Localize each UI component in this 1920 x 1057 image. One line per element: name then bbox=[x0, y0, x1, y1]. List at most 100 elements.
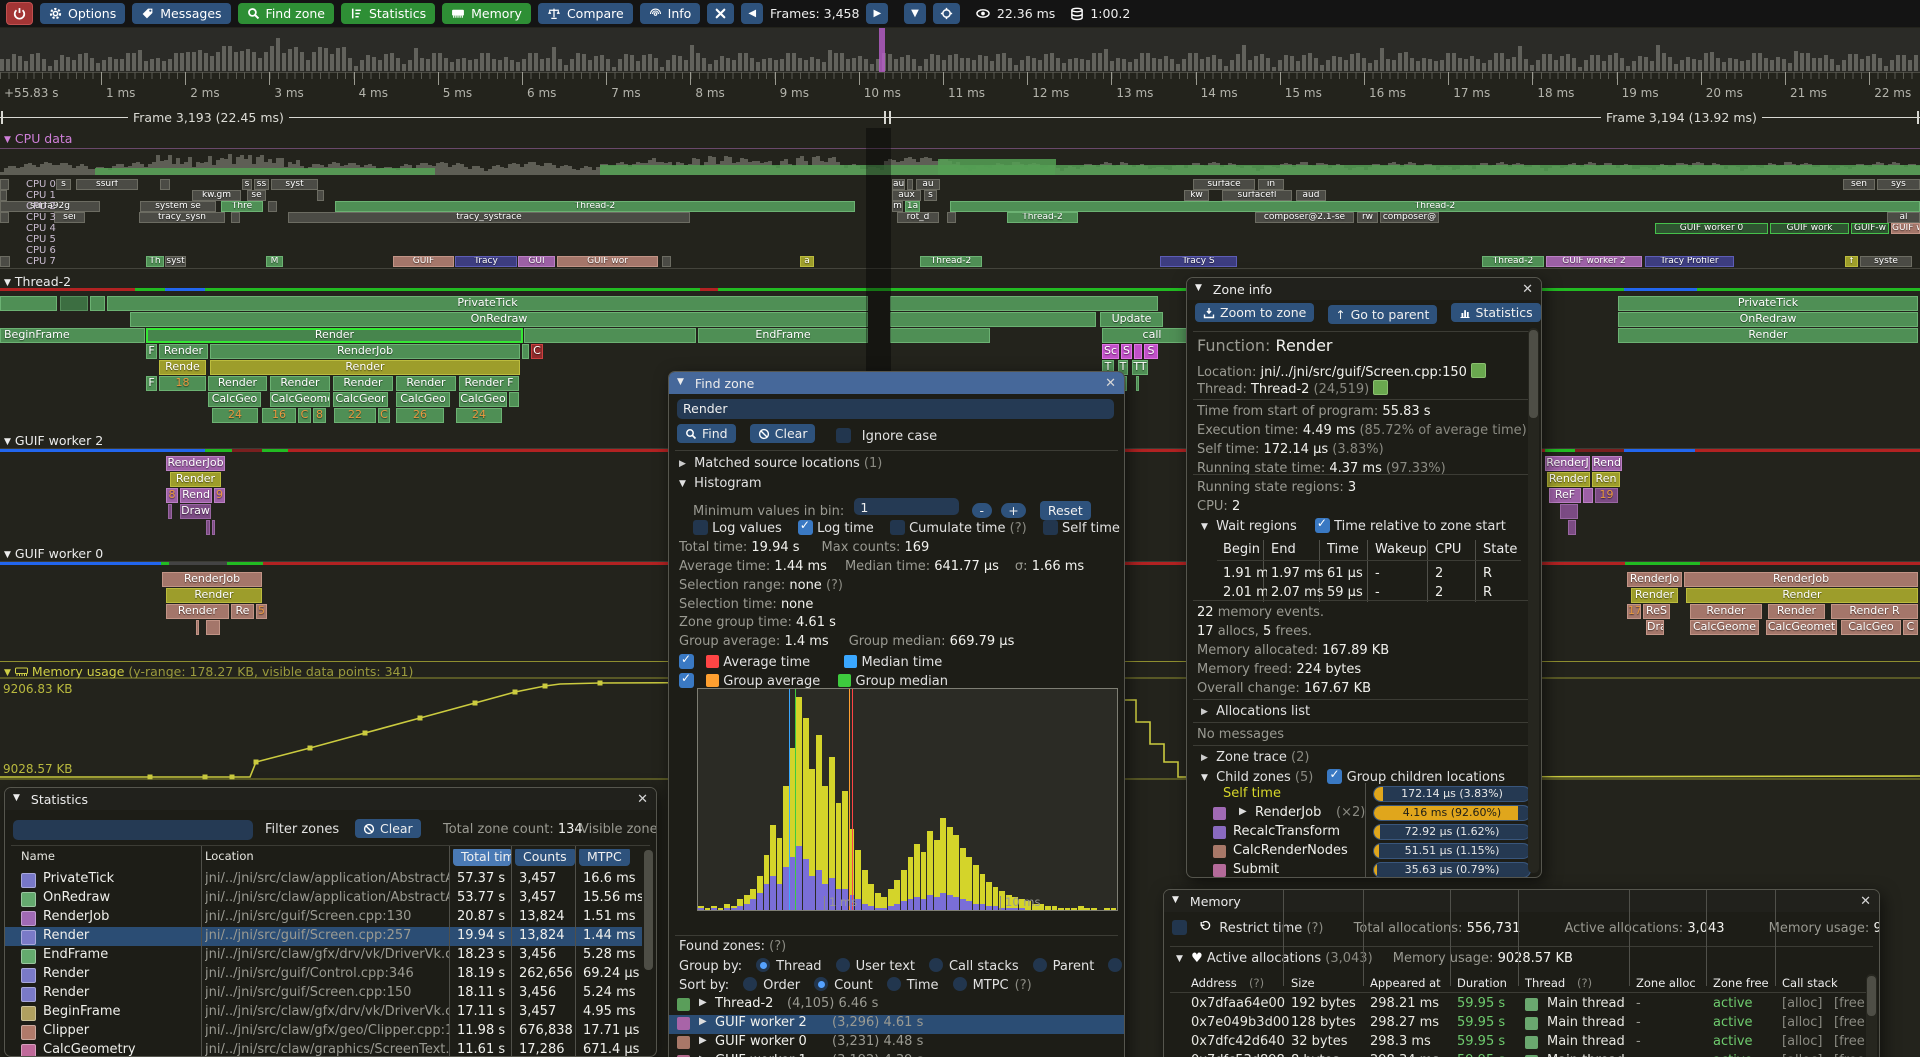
zone[interactable]: Ren bbox=[1592, 472, 1620, 487]
zone[interactable]: call bbox=[1102, 328, 1202, 343]
zone[interactable]: OnRedraw bbox=[1618, 312, 1918, 327]
zone[interactable]: surfa92g bbox=[0, 201, 100, 212]
zone[interactable]: CalcGeome bbox=[270, 392, 330, 407]
thread-header[interactable]: ▼ Thread-2 bbox=[4, 274, 72, 289]
allocations-list-section[interactable]: ▶ Allocations list bbox=[1201, 704, 1311, 719]
messages-button[interactable]: Messages bbox=[132, 3, 231, 24]
zone[interactable]: 24 bbox=[212, 408, 258, 423]
zone[interactable]: Render bbox=[1631, 588, 1678, 603]
child-time-bar[interactable]: 51.51 μs (1.15%) bbox=[1373, 843, 1531, 859]
memory-usage-header[interactable]: ▼ Memory usage (y-range: 178.27 KB, visi… bbox=[4, 664, 414, 679]
zone[interactable]: CalcGeomet bbox=[1766, 620, 1837, 635]
zone[interactable]: Re bbox=[231, 604, 254, 619]
zone[interactable]: Tracy Profiler bbox=[1645, 256, 1734, 267]
zone[interactable] bbox=[268, 201, 277, 212]
zone[interactable]: Render bbox=[270, 376, 330, 391]
zone[interactable]: Render bbox=[333, 376, 393, 391]
zone[interactable]: s bbox=[242, 179, 252, 190]
zone[interactable] bbox=[317, 190, 324, 201]
zone[interactable]: ss bbox=[254, 179, 269, 190]
mem-col-header[interactable]: Address bbox=[1191, 976, 1237, 990]
table-row[interactable]: Render jni/../jni/src/guif/Control.cpp:34… bbox=[5, 965, 642, 984]
zone[interactable]: OnRedraw bbox=[130, 312, 868, 327]
thread-header[interactable]: ▼ GUIF worker 0 bbox=[4, 546, 104, 561]
zone[interactable]: C bbox=[1903, 620, 1918, 635]
zone[interactable]: surfacefl bbox=[1222, 190, 1292, 201]
zone[interactable]: CalcGeo bbox=[396, 392, 450, 407]
zone[interactable]: ReF bbox=[1549, 488, 1581, 503]
zone[interactable]: CalcGeor bbox=[333, 392, 388, 407]
filter-input[interactable] bbox=[13, 820, 253, 840]
table-row[interactable]: RenderJob jni/../jni/src/guif/Screen.cpp:… bbox=[5, 908, 642, 927]
close-icon[interactable]: ✕ bbox=[1105, 375, 1116, 391]
zone[interactable]: 8 bbox=[313, 408, 326, 423]
zone[interactable]: composer@ bbox=[1380, 212, 1439, 223]
zone[interactable]: 22 bbox=[334, 408, 376, 423]
zone[interactable] bbox=[1136, 376, 1139, 391]
zone[interactable]: Render bbox=[210, 360, 520, 375]
source-color-chip[interactable] bbox=[1471, 363, 1487, 378]
zone[interactable] bbox=[0, 212, 9, 223]
mem-col-header[interactable]: Zone alloc bbox=[1636, 976, 1696, 990]
child-time-bar[interactable]: 172.14 μs (3.83%) bbox=[1373, 786, 1531, 802]
zone[interactable] bbox=[0, 190, 7, 201]
zone[interactable]: 18 bbox=[159, 376, 206, 391]
zone[interactable]: 24 bbox=[456, 408, 502, 423]
zone[interactable]: EndFrame bbox=[698, 328, 868, 343]
zone[interactable] bbox=[509, 392, 519, 407]
zone[interactable]: sei bbox=[54, 212, 85, 223]
mem-col-header[interactable]: Thread bbox=[1525, 976, 1566, 990]
zone[interactable]: 1a bbox=[905, 201, 920, 212]
group-by-radio[interactable] bbox=[1108, 958, 1123, 972]
close-icon[interactable]: ✕ bbox=[637, 791, 648, 807]
zone[interactable]: Draw bbox=[180, 504, 211, 519]
statistics-titlebar[interactable]: ▼ Statistics ✕ bbox=[5, 788, 656, 810]
zone-info-titlebar[interactable]: ▼ Zone info ✕ bbox=[1187, 278, 1541, 300]
find-zone-search-input[interactable]: Render bbox=[677, 399, 1114, 419]
zone[interactable]: GUIF worker 0 bbox=[1655, 223, 1768, 234]
zone[interactable]: Render bbox=[166, 588, 262, 603]
group-by-radio[interactable] bbox=[756, 958, 771, 972]
sort-by-radio[interactable] bbox=[814, 977, 829, 991]
mem-callstack-alloc[interactable]: [alloc] bbox=[1782, 1034, 1823, 1049]
zone[interactable]: Rende bbox=[159, 360, 206, 375]
expand-icon[interactable]: ▶ bbox=[699, 1016, 707, 1027]
zone[interactable]: C bbox=[298, 408, 311, 423]
zone[interactable]: Render bbox=[166, 604, 229, 619]
zone[interactable]: Render bbox=[146, 328, 523, 343]
zone[interactable]: F bbox=[146, 376, 157, 391]
mem-col-header[interactable]: Appeared at bbox=[1370, 976, 1441, 990]
table-row[interactable]: PrivateTick jni/../jni/src/claw/applicati… bbox=[5, 870, 642, 889]
zone[interactable]: se bbox=[247, 190, 266, 201]
mem-col-header[interactable]: Size bbox=[1291, 976, 1315, 990]
memory-scrollbar[interactable] bbox=[1867, 976, 1876, 1016]
table-row[interactable]: EndFrame jni/../jni/src/claw/gfx/drv/vk/D… bbox=[5, 946, 642, 965]
zone[interactable]: Tracy bbox=[455, 256, 517, 267]
zone[interactable]: Render R bbox=[1831, 604, 1918, 619]
histogram-section[interactable]: ▼ Histogram bbox=[679, 476, 762, 491]
zone[interactable]: syste bbox=[1860, 256, 1912, 267]
zone[interactable]: 9 bbox=[214, 488, 225, 503]
wait-regions-section[interactable]: ▼ Wait regions Time relative to zone sta… bbox=[1201, 518, 1541, 534]
zone[interactable]: C bbox=[378, 408, 390, 423]
find-button[interactable]: Find bbox=[677, 424, 736, 443]
mem-callstack-free[interactable]: [free] bbox=[1834, 1015, 1870, 1030]
zone[interactable]: m bbox=[892, 201, 903, 212]
wrench-button[interactable] bbox=[707, 3, 735, 24]
zone[interactable]: Render bbox=[1618, 328, 1918, 343]
sort-counts-button[interactable]: Counts bbox=[515, 849, 575, 866]
memory-titlebar[interactable]: ▼ Memory ✕ bbox=[1164, 890, 1879, 912]
zoom-to-zone-button[interactable]: Zoom to zone bbox=[1195, 303, 1315, 322]
zone[interactable]: a bbox=[800, 256, 814, 267]
min-bin-input[interactable]: 1 bbox=[854, 498, 960, 515]
zone[interactable]: Thread-2 bbox=[1482, 256, 1544, 267]
zone[interactable]: 19 bbox=[1595, 488, 1618, 503]
zone[interactable]: S bbox=[1144, 344, 1158, 359]
zone[interactable]: 17 bbox=[1627, 604, 1641, 619]
zone[interactable] bbox=[1134, 344, 1142, 359]
child-zones-section[interactable]: ▼ Child zones (5) Group children locatio… bbox=[1201, 769, 1541, 785]
table-row[interactable]: OnRedraw jni/../jni/src/claw/application/… bbox=[5, 889, 642, 908]
sort-by-radio[interactable] bbox=[952, 977, 967, 991]
zone[interactable]: ssurf bbox=[76, 179, 138, 190]
zone[interactable]: au bbox=[892, 179, 905, 190]
